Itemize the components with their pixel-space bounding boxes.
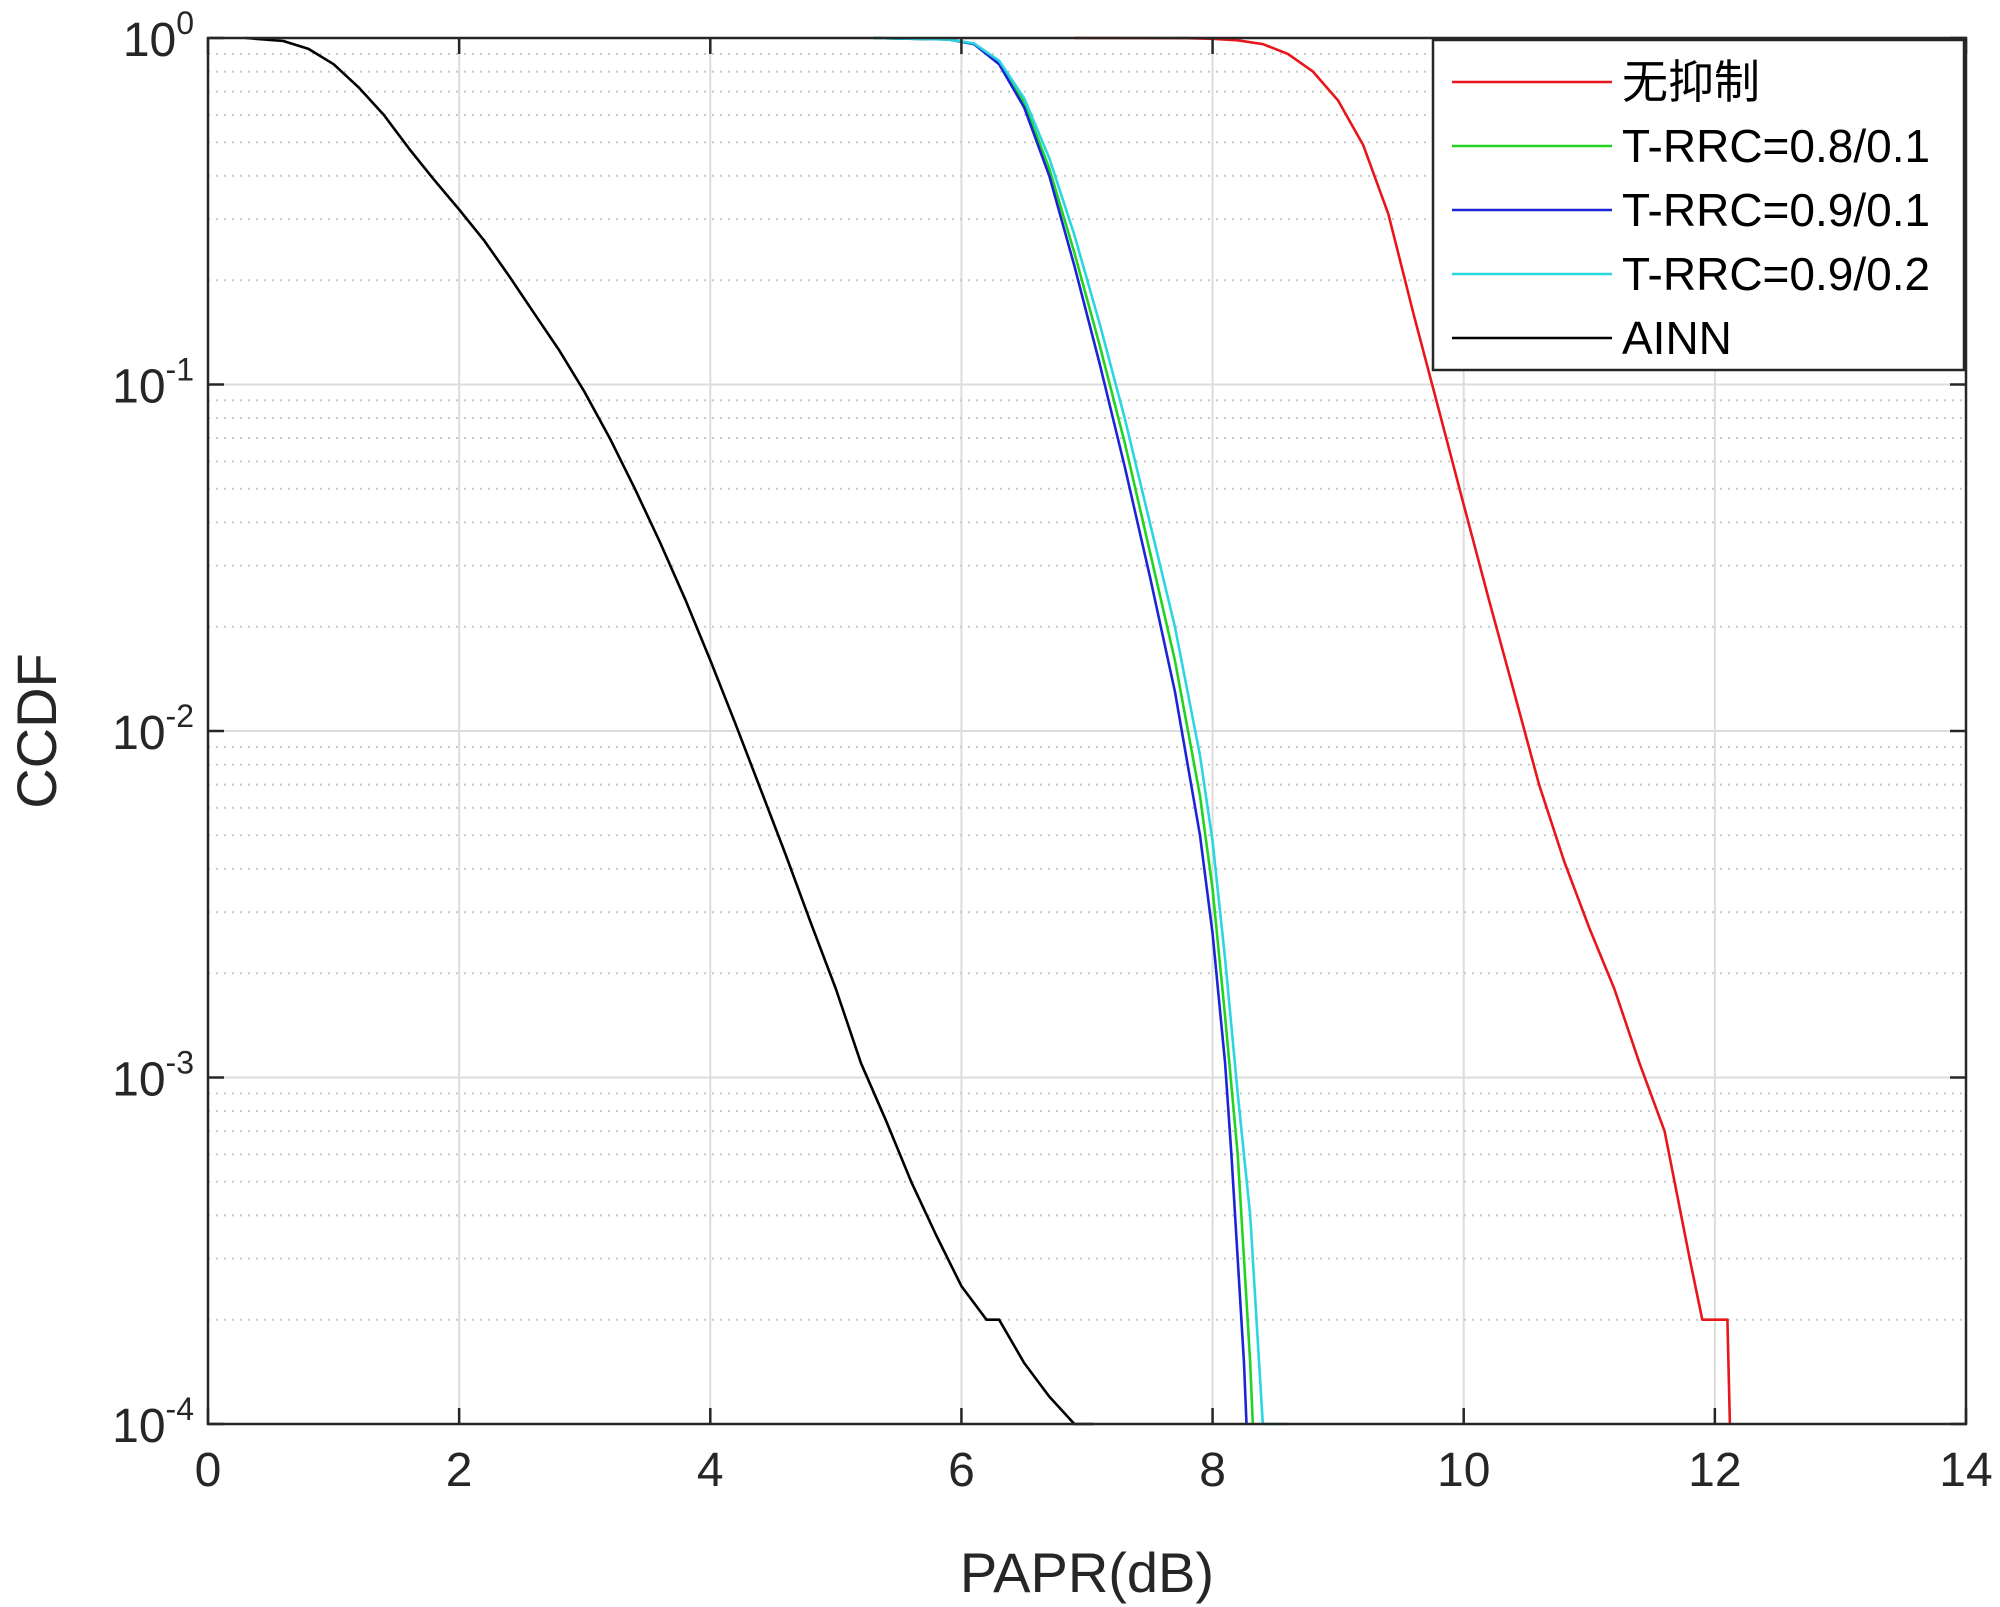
legend: 无抑制 T-RRC=0.8/0.1 T-RRC=0.9/0.1 T-RRC=0.9/0…: [1431, 38, 1966, 372]
legend-items: 无抑制 T-RRC=0.8/0.1 T-RRC=0.9/0.1 T-RRC=0.9/0…: [1452, 56, 1930, 364]
x-tick-label: 12: [1688, 1444, 1741, 1497]
series-line-2: [873, 36, 1248, 1425]
y-axis-label: CCDF: [5, 653, 68, 809]
series-line-3: [873, 36, 1288, 1426]
x-tick-label: 8: [1199, 1444, 1226, 1497]
x-tick-label: 4: [697, 1444, 724, 1497]
series-lines: [245, 36, 1732, 1426]
x-tick-label: 2: [446, 1444, 473, 1497]
y-tick-label: 10-4: [112, 1391, 194, 1453]
legend-label-2: T-RRC=0.9/0.1: [1622, 184, 1930, 236]
legend-label-0: 无抑制: [1622, 56, 1760, 108]
series-line-4: [245, 36, 1094, 1426]
ticks: 0 2 4 6 8 10 12 14 100 10-1 10-2 10-3 10-4: [112, 5, 1993, 1497]
x-tick-label: 0: [195, 1444, 222, 1497]
x-axis-label: PAPR(dB): [960, 1541, 1214, 1604]
x-tick-label: 6: [948, 1444, 975, 1497]
x-tick-label: 10: [1437, 1444, 1490, 1497]
x-tick-label: 14: [1939, 1444, 1992, 1497]
legend-label-4: AINN: [1622, 312, 1732, 364]
y-tick-label: 10-1: [112, 352, 194, 414]
legend-box: [1431, 38, 1966, 372]
y-tick-label: 10-3: [112, 1045, 194, 1107]
series-line-0: [1074, 36, 1732, 1425]
y-tick-label: 10-2: [112, 698, 194, 760]
y-tick-label: 100: [123, 5, 194, 67]
legend-label-3: T-RRC=0.9/0.2: [1622, 248, 1930, 300]
legend-label-1: T-RRC=0.8/0.1: [1622, 120, 1930, 172]
